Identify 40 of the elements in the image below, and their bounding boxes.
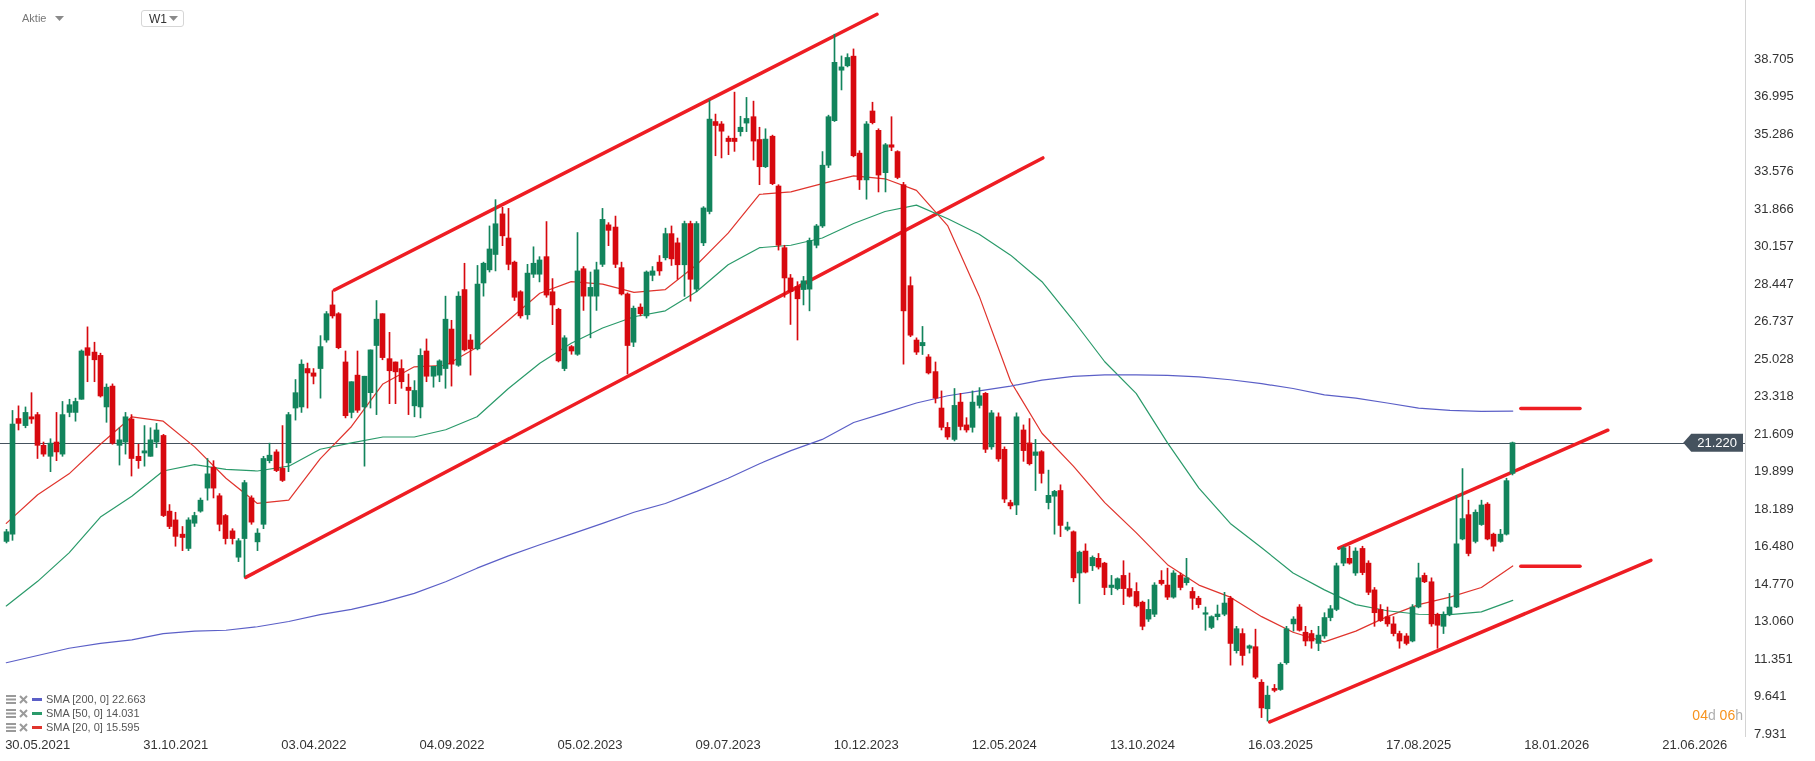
y-tick-label: 26.737 — [1754, 313, 1794, 329]
y-tick-label: 21.609 — [1754, 425, 1794, 441]
x-tick-label: 09.07.2023 — [695, 737, 761, 753]
y-tick-label: 9.641 — [1754, 688, 1787, 704]
x-tick-label: 18.01.2026 — [1524, 737, 1590, 753]
legend-label: SMA [200, 0] 22.663 — [46, 692, 146, 706]
y-tick-label: 14.770 — [1754, 575, 1794, 591]
x-tick-label: 03.04.2022 — [281, 737, 347, 753]
legend-label: SMA [20, 0] 15.595 — [46, 720, 140, 734]
x-tick-label: 17.08.2025 — [1386, 737, 1452, 753]
x-tick-label: 21.06.2026 — [1662, 737, 1728, 753]
y-tick-label: 28.447 — [1754, 275, 1794, 291]
y-tick-label: 36.995 — [1754, 88, 1794, 104]
y-tick-label: 31.866 — [1754, 200, 1794, 216]
y-tick-label: 13.060 — [1754, 613, 1794, 629]
y-tick-label: 16.480 — [1754, 538, 1794, 554]
x-tick-label: 05.02.2023 — [557, 737, 623, 753]
x-tick-label: 30.05.2021 — [5, 737, 71, 753]
text: Aktie — [22, 12, 47, 24]
y-tick-label: 30.157 — [1754, 238, 1794, 254]
ref-line-label: 21.220 — [1697, 435, 1737, 451]
dropdown: W1 — [141, 10, 184, 27]
y-tick-label: 23.318 — [1754, 388, 1794, 404]
legend-label: SMA [50, 0] 14.031 — [46, 706, 140, 720]
x-tick-label: 12.05.2024 — [971, 737, 1037, 753]
y-tick-label: 7.931 — [1754, 725, 1787, 741]
annotation: 04d 06h — [1692, 707, 1743, 723]
x-tick-label: 31.10.2021 — [143, 737, 209, 753]
annotation: W1 — [149, 11, 167, 26]
y-tick-label: 38.705 — [1754, 50, 1794, 66]
x-tick-label: 13.10.2024 — [1109, 737, 1175, 753]
x-tick-label: 04.09.2022 — [419, 737, 485, 753]
x-tick-label: 10.12.2023 — [833, 737, 899, 753]
y-tick-label: 19.899 — [1754, 463, 1794, 479]
y-tick-label: 11.351 — [1754, 650, 1793, 666]
y-tick-label: 33.576 — [1754, 163, 1794, 179]
y-tick-label: 18.189 — [1754, 500, 1794, 516]
y-tick-label: 35.286 — [1754, 125, 1794, 141]
x-tick-label: 16.03.2025 — [1247, 737, 1314, 753]
y-tick-label: 25.028 — [1754, 350, 1794, 366]
